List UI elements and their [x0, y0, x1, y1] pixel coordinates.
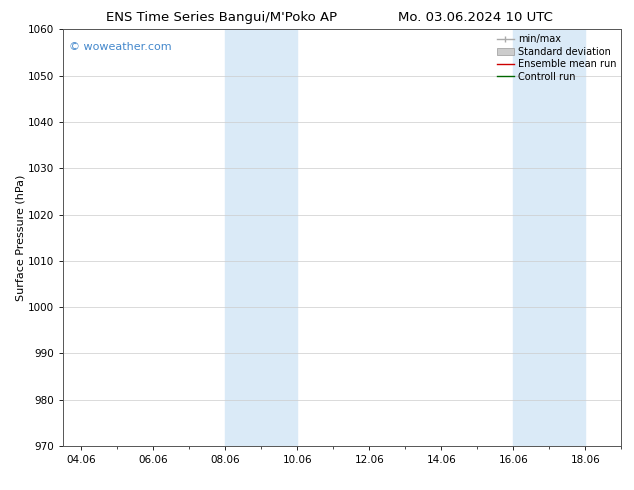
Text: © woweather.com: © woweather.com [69, 42, 172, 52]
Y-axis label: Surface Pressure (hPa): Surface Pressure (hPa) [15, 174, 25, 301]
Text: ENS Time Series Bangui/M'Poko AP: ENS Time Series Bangui/M'Poko AP [107, 11, 337, 24]
Legend: min/max, Standard deviation, Ensemble mean run, Controll run: min/max, Standard deviation, Ensemble me… [495, 32, 618, 83]
Bar [225, 29, 297, 446]
Text: Mo. 03.06.2024 10 UTC: Mo. 03.06.2024 10 UTC [398, 11, 553, 24]
Bar [514, 29, 585, 446]
